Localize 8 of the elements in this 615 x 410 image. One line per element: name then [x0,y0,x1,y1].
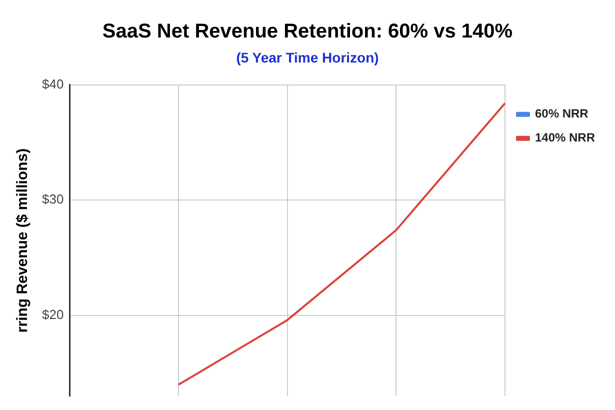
y-tick-label: $30 [42,192,64,207]
y-tick-label: $40 [42,76,64,92]
y-axis-title: rring Revenue ($ millions) [14,148,32,333]
legend-label: 140% NRR [534,130,596,145]
chart-title: SaaS Net Revenue Retention: 60% vs 140% [102,20,513,43]
chart-subtitle: (5 Year Time Horizon) [236,49,379,66]
y-tick-label: $20 [42,307,64,322]
legend-label: 60% NRR [534,106,589,121]
